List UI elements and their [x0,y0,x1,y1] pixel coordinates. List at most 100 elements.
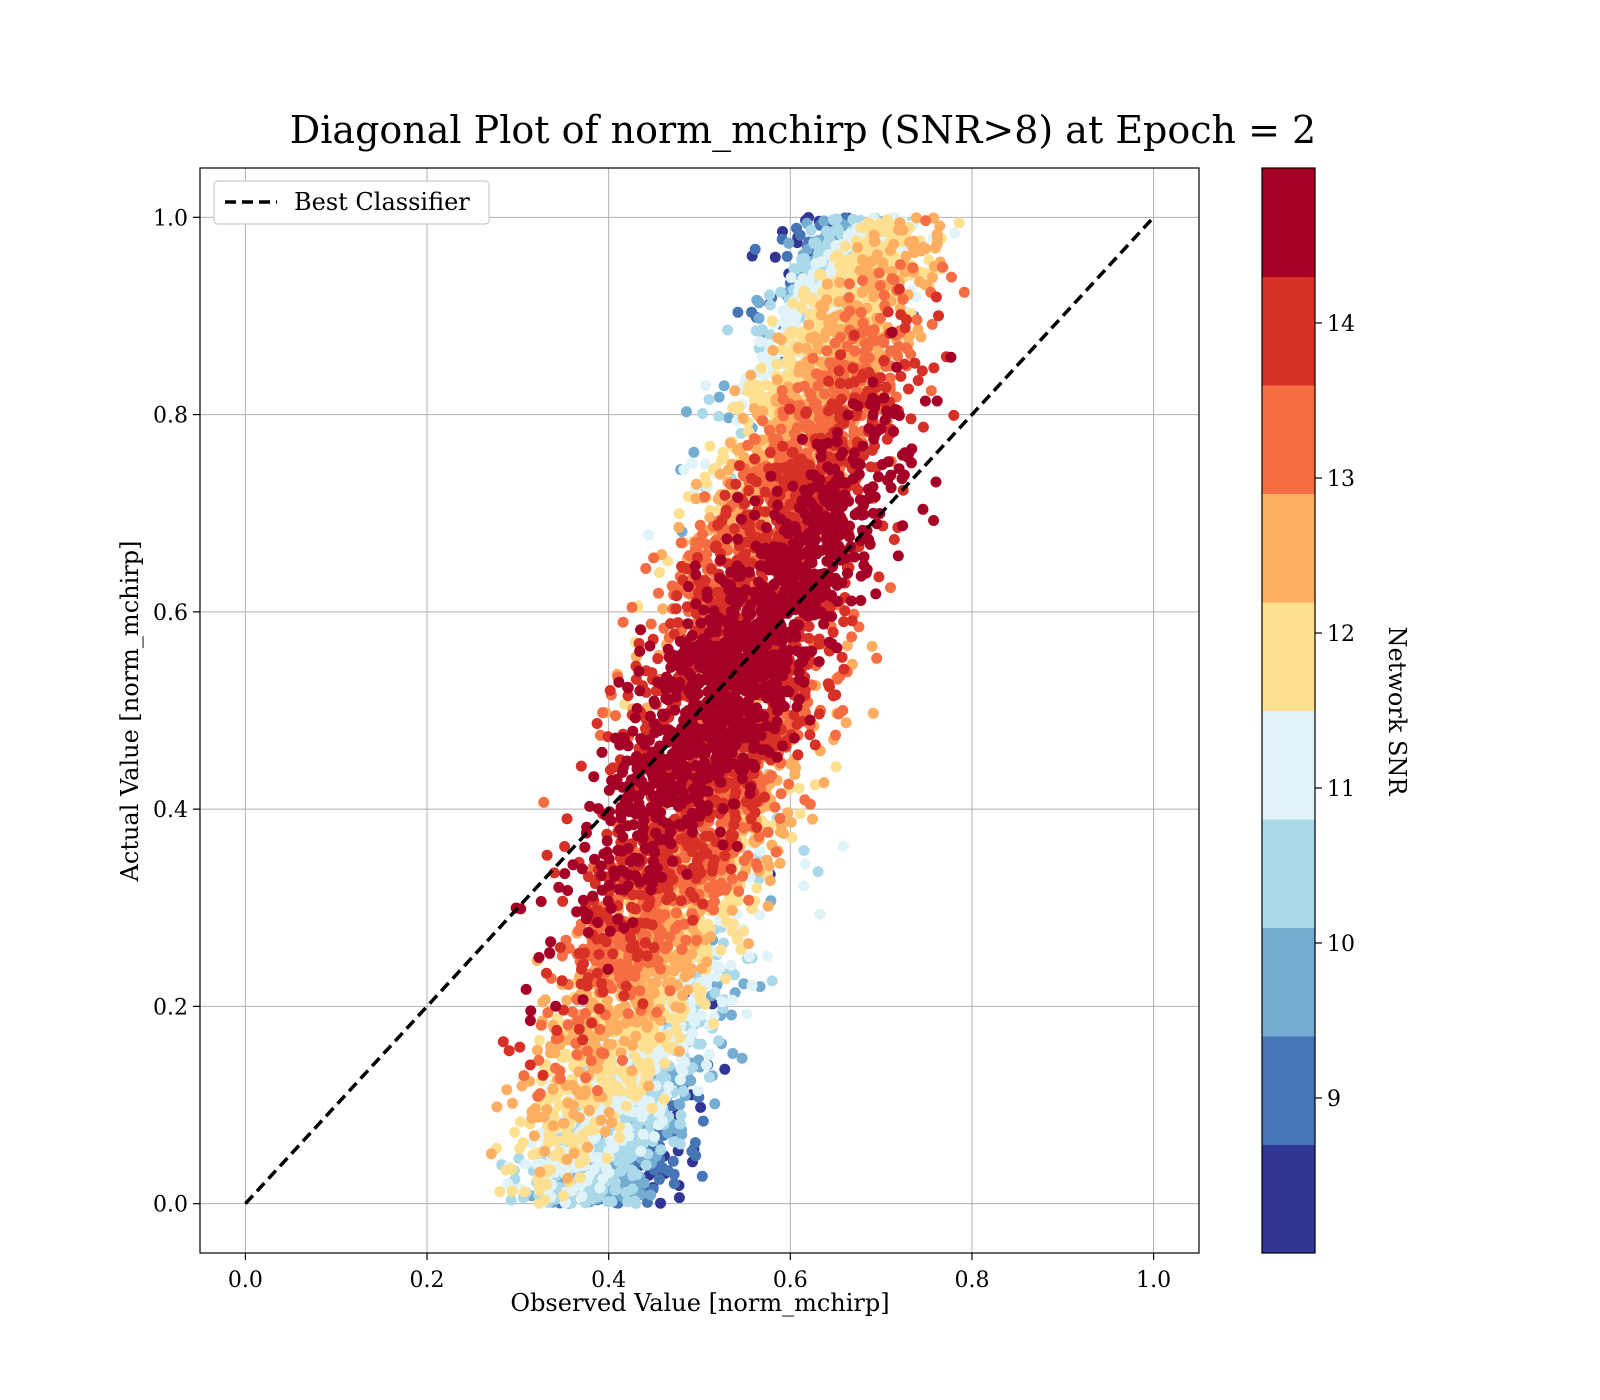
scatter-point [725,959,737,971]
scatter-point [936,261,948,273]
scatter-point [505,1194,517,1206]
scatter-point [713,1035,725,1047]
scatter-point [515,1116,526,1128]
scatter-point [561,994,573,1006]
scatter-point [535,1019,547,1031]
scatter-point [708,1018,720,1030]
scatter-point [775,788,787,800]
scatter-point [907,241,919,253]
scatter-point [700,380,711,391]
scatter-point [655,1144,667,1156]
scatter-point [519,1158,531,1170]
scatter-point [506,1185,518,1197]
scatter-point [799,858,811,870]
scatter-point [562,1097,574,1109]
scatter-point [627,1183,638,1195]
scatter-point [728,829,739,841]
scatter-point [743,951,755,963]
scatter-point [774,813,786,824]
scatter-point [651,1006,663,1018]
scatter-point [716,454,728,466]
scatter-point [645,1189,657,1201]
scatter-point [719,1063,731,1075]
scatter-point [777,305,789,317]
scatter-point [757,415,768,427]
scatter-point [791,422,803,434]
scatter-point [897,293,909,305]
scatter-point [846,255,858,267]
scatter-point [610,710,621,722]
scatter-point [648,552,660,564]
scatter-point [673,920,684,931]
scatter-point [750,858,762,869]
scatter-point [582,1125,594,1136]
scatter-point [831,213,843,225]
scatter-point [827,626,839,638]
scatter-point [699,458,711,470]
scatter-point [748,403,760,415]
scatter-point [622,1008,634,1020]
scatter-point [626,601,638,613]
scatter-point [606,1196,618,1208]
scatter-point [868,291,880,303]
scatter-point [537,1069,549,1081]
scatter-point [719,489,731,501]
scatter-point [726,1009,737,1021]
scatter-point [920,215,932,227]
scatter-point [764,299,776,311]
scatter-point [661,1127,673,1139]
scatter-point [603,1106,615,1118]
scatter-point [697,1115,709,1127]
scatter-point [619,1017,631,1029]
scatter-point [674,1099,686,1111]
scatter-point [756,362,767,374]
scatter-point [583,1104,595,1116]
scatter-point [501,1084,513,1096]
scatter-point [781,250,793,262]
scatter-point [614,1132,625,1144]
scatter-point [849,345,861,357]
scatter-point [699,491,711,503]
scatter-point [658,1093,670,1105]
scatter-point [843,278,855,290]
scatter-point [893,341,905,353]
scatter-point [601,1152,613,1164]
scatter-point [703,394,715,406]
scatter-point [562,1019,574,1031]
scatter-point [829,225,841,236]
scatter-point [777,226,788,237]
scatter-point [837,840,849,852]
scatter-point [807,813,818,825]
scatter-point [766,975,778,987]
scatter-point [805,332,816,344]
scatter-point [812,866,824,878]
scatter-point [606,1117,618,1129]
scatter-point [762,900,774,912]
scatter-point [597,707,609,719]
scatter-point [824,357,836,369]
scatter-point [618,1159,630,1171]
scatter-point [558,1190,569,1202]
scatter-point [664,985,676,997]
scatter-point [754,336,766,348]
scatter-point [732,306,744,318]
scatter-point [764,289,775,301]
scatter-point [888,274,900,286]
scatter-point [582,1045,593,1057]
scatter-point [675,1002,686,1014]
scatter-point [599,1126,611,1138]
scatter-point [931,233,943,245]
scatter-point [574,1157,586,1169]
scatter-point [726,904,738,916]
scatter-point [708,896,720,907]
scatter-point [869,235,881,247]
scatter-point [657,1162,669,1174]
scatter-point [776,385,788,396]
scatter-point [858,324,870,336]
scatter-point [654,567,665,579]
scatter-point [788,327,800,338]
scatter-point [771,358,782,370]
scatter-point [573,947,585,959]
scatter-point [753,831,765,843]
